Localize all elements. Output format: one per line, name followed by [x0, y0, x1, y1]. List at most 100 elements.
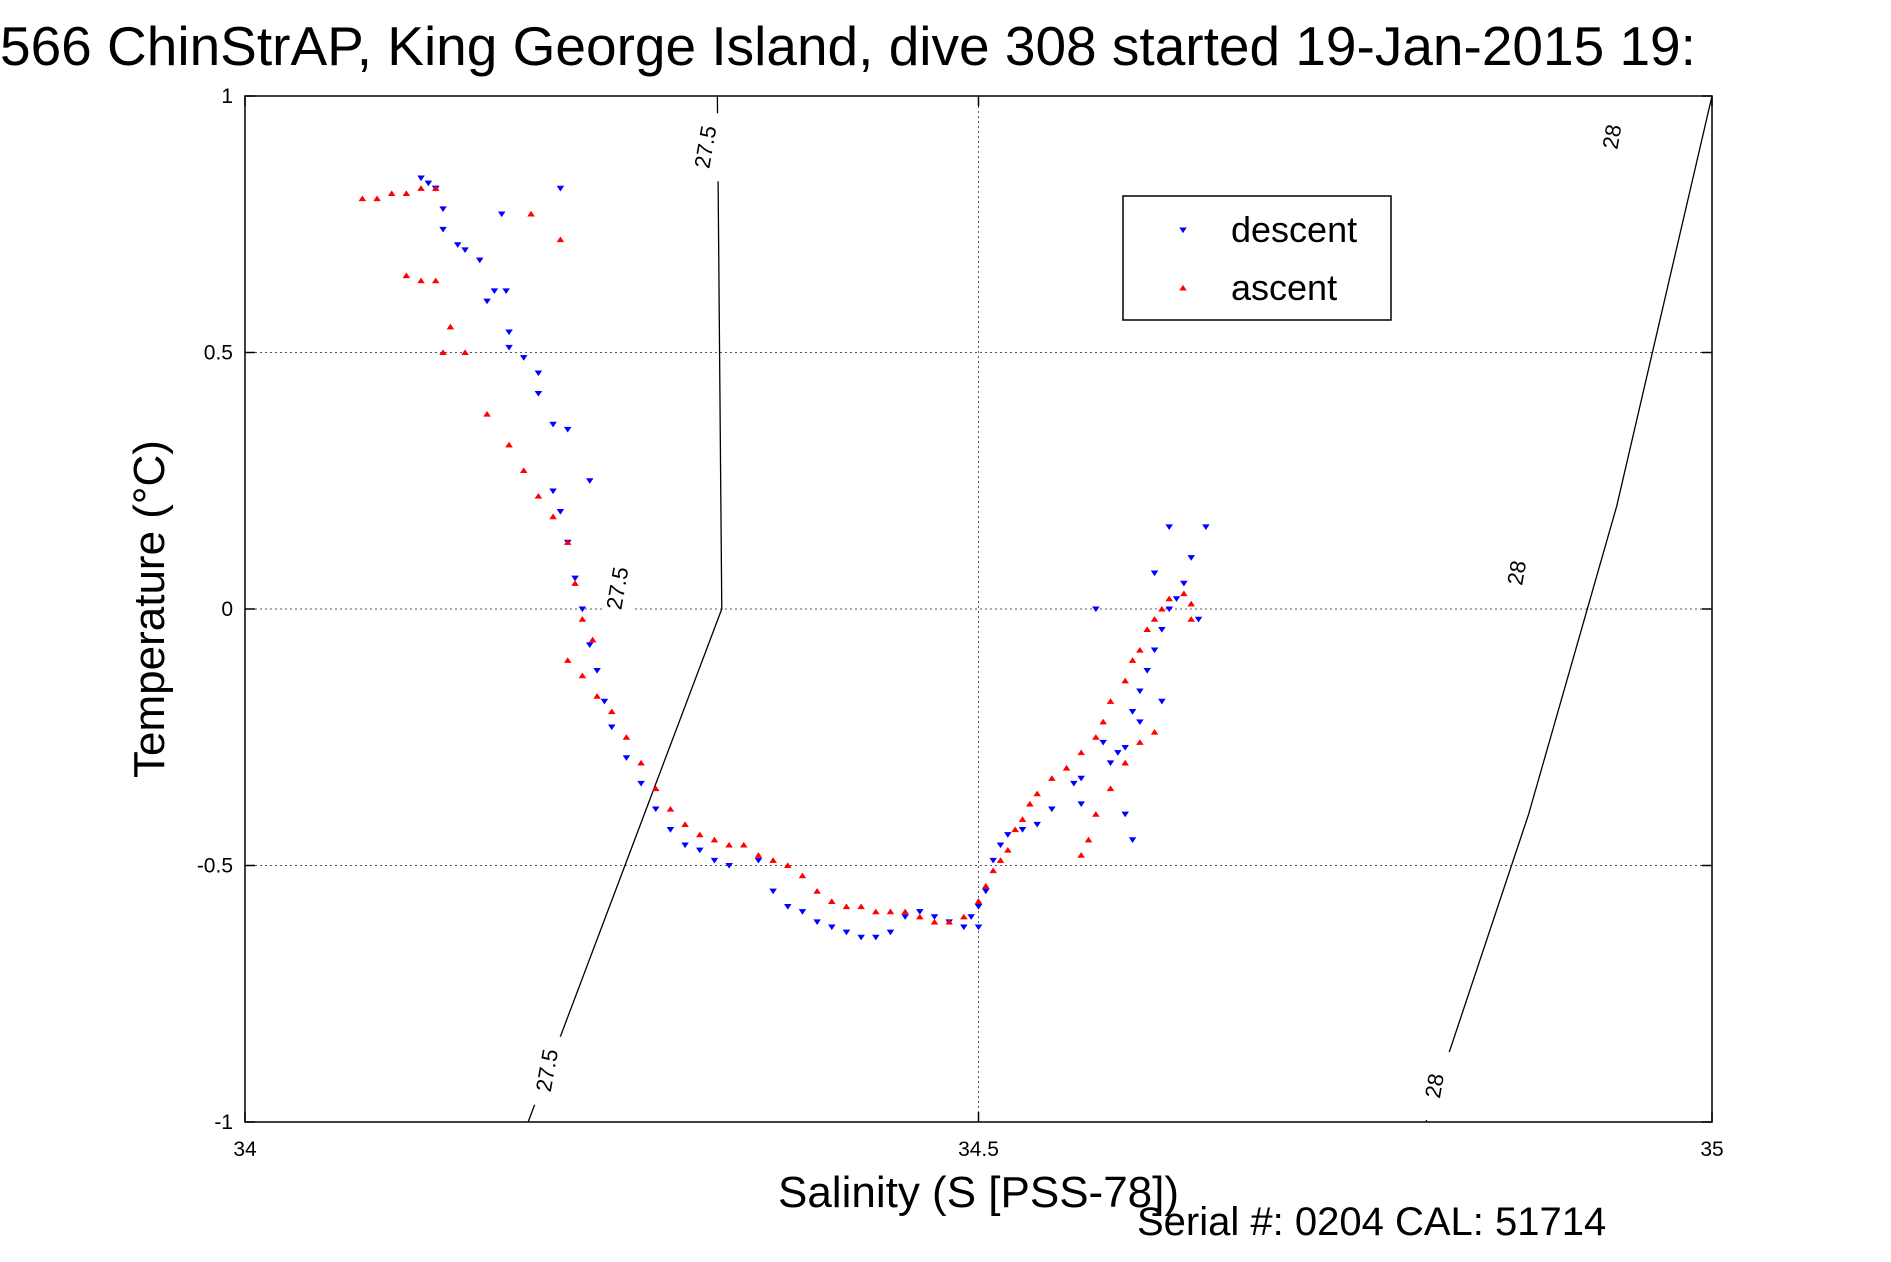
ascent-point: [1187, 616, 1195, 622]
isopycnal-label-bg: [603, 554, 636, 623]
descent-point: [1077, 775, 1085, 782]
ascent-point: [578, 672, 587, 679]
ascent-point: [1092, 811, 1100, 817]
descent-point: [666, 827, 675, 833]
descent-point: [857, 934, 865, 941]
descent-point: [585, 478, 594, 484]
descent-point: [1033, 821, 1041, 828]
descent-point: [1121, 811, 1129, 818]
x-tick-label: 35: [1700, 1138, 1723, 1161]
ascent-point: [373, 195, 381, 202]
descent-point: [1165, 606, 1173, 613]
ascent-point: [571, 580, 579, 586]
descent-point: [534, 390, 543, 397]
descent-point: [1180, 580, 1188, 587]
legend-marker-ascent: [1179, 284, 1187, 291]
ascent-point: [461, 349, 469, 356]
ascent-point: [431, 277, 440, 284]
ascent-point: [666, 805, 675, 812]
ascent-point: [813, 888, 821, 894]
descent-point: [607, 724, 616, 731]
descent-point: [1172, 596, 1181, 602]
descent-point: [1092, 606, 1100, 613]
ascent-point: [974, 898, 983, 904]
ascent-point: [681, 821, 689, 828]
descent-point: [1143, 668, 1151, 674]
descent-point: [1136, 688, 1144, 695]
descent-point: [710, 857, 719, 864]
descent-point: [1158, 698, 1166, 705]
descent-point: [502, 288, 510, 295]
descent-point: [439, 226, 447, 233]
descent-point: [696, 847, 704, 854]
descent-point: [967, 914, 975, 920]
ascent-point: [637, 759, 645, 766]
ascent-point: [996, 857, 1005, 863]
ascent-point: [402, 190, 411, 197]
descent-point: [798, 909, 807, 915]
ascent-point: [1099, 718, 1107, 725]
ascent-point: [1077, 852, 1085, 858]
ascent-point: [527, 210, 535, 217]
descent-point: [1099, 739, 1107, 746]
ascent-point: [872, 908, 880, 915]
descent-point: [901, 914, 909, 920]
legend-box: [1122, 195, 1392, 321]
ascent-point: [505, 441, 513, 448]
descent-point: [1128, 709, 1137, 715]
ascent-point: [989, 867, 997, 874]
axis-ticks: 34 34.5 35 -1 -0.5 0 0.5 1: [197, 85, 1724, 1161]
descent-point: [769, 888, 777, 895]
ascent-point: [556, 236, 565, 243]
ascent-point: [1121, 759, 1129, 766]
x-tick-label: 34: [233, 1138, 257, 1161]
ascent-point: [588, 636, 597, 643]
descent-point: [996, 842, 1005, 849]
descent-point: [960, 924, 968, 931]
legend-label-descent: descent: [1231, 209, 1357, 250]
ascent-point: [607, 708, 616, 715]
ascent-point: [1150, 729, 1159, 735]
ascent-point: [930, 918, 939, 925]
ascent-point: [563, 657, 572, 663]
ascent-point: [1121, 677, 1129, 684]
descent-point: [1165, 524, 1173, 531]
ascent-point: [519, 467, 528, 474]
legend-label-ascent: ascent: [1231, 267, 1337, 308]
descent-point: [1018, 827, 1027, 833]
y-tick-label: 0.5: [204, 342, 233, 365]
ascent-point: [1018, 816, 1027, 822]
descent-point: [1136, 719, 1144, 725]
ascent-point: [1143, 626, 1151, 633]
ascent-point: [622, 734, 631, 740]
descent-point: [725, 862, 733, 869]
descent-point: [1202, 524, 1210, 531]
descent-point: [1114, 750, 1122, 756]
descent-point: [842, 929, 851, 936]
descent-point: [1048, 806, 1056, 813]
descent-point: [1106, 760, 1115, 767]
descent-point: [872, 934, 880, 941]
descent-point: [483, 298, 491, 305]
ascent-point: [1136, 646, 1144, 653]
isopycnal-label: 28: [1502, 559, 1531, 587]
ascent-point: [754, 852, 763, 858]
ascent-point: [431, 185, 440, 191]
ascent-point: [1106, 785, 1115, 792]
ascent-point: [1033, 790, 1041, 797]
descent-point: [916, 909, 924, 915]
ascent-point: [710, 836, 719, 843]
descent-point: [571, 575, 579, 582]
descent-point: [1187, 555, 1195, 561]
ascent-point: [439, 349, 447, 356]
ascent-point: [417, 185, 425, 191]
descent-point: [585, 642, 594, 649]
ascent-point: [417, 277, 425, 284]
grid: [245, 96, 1712, 1122]
descent-point: [424, 180, 433, 187]
descent-point: [556, 185, 565, 192]
descent-point: [989, 857, 997, 864]
ascent-point: [1084, 836, 1093, 843]
descent-point: [651, 806, 660, 813]
ascent-point: [945, 918, 953, 925]
